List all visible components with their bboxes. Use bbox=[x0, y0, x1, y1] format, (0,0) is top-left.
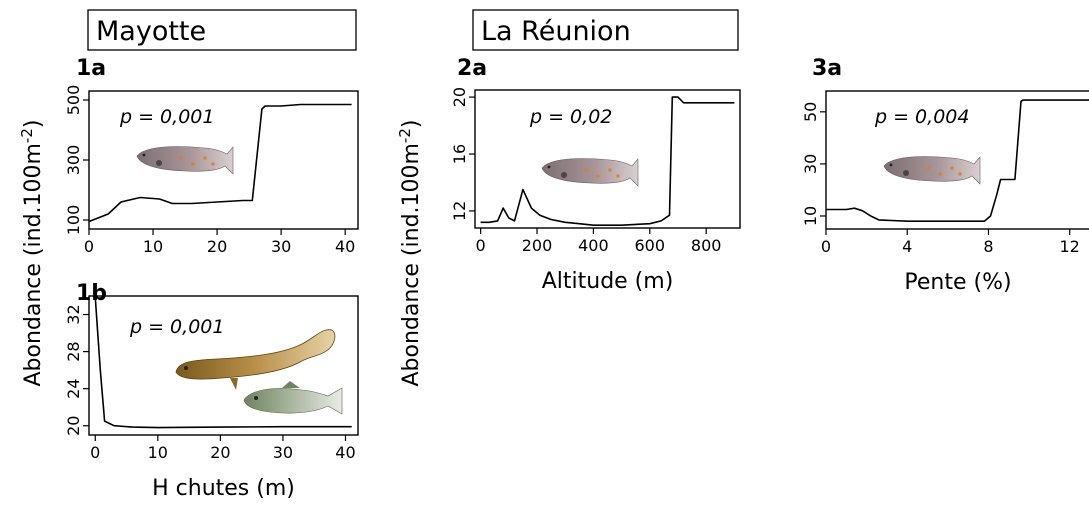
plot-frame bbox=[825, 90, 1089, 230]
region-reunion-box: La Réunion bbox=[472, 9, 739, 51]
panel-label: 3a bbox=[812, 56, 842, 81]
y-tick-label: 500 bbox=[64, 85, 83, 116]
panel-label: 2a bbox=[457, 56, 487, 81]
region-mayotte-label: Mayotte bbox=[96, 16, 206, 47]
series-line bbox=[88, 103, 352, 223]
x-tick-label: 10 bbox=[148, 443, 168, 462]
x-axis-label: H chutes (m) bbox=[152, 476, 295, 501]
x-tick-label: 400 bbox=[578, 236, 609, 255]
panel-1a: 1a 0 10 20 30 40 100 300 500 p = 0,001 bbox=[64, 56, 359, 256]
y-tick-label: 32 bbox=[64, 304, 83, 324]
sicydium-fish-icon bbox=[541, 158, 639, 187]
x-tick-label: 0 bbox=[476, 236, 486, 255]
eel-goby-fish-icon bbox=[175, 329, 343, 415]
y-tick-label: 10 bbox=[801, 206, 820, 226]
region-mayotte-box: Mayotte bbox=[87, 9, 357, 51]
y-tick-label: 50 bbox=[801, 102, 820, 122]
sicydium-fish-icon bbox=[136, 146, 234, 175]
panel-label: 1a bbox=[76, 56, 106, 81]
y-tick-label: 20 bbox=[450, 87, 469, 107]
x-tick-label: 40 bbox=[335, 237, 355, 256]
y-tick-label: 20 bbox=[64, 416, 83, 436]
y-tick-label: 300 bbox=[64, 145, 83, 176]
x-tick-label: 4 bbox=[902, 237, 912, 256]
y-axis-label-right: Abondance (ind.100m-2) bbox=[396, 119, 424, 386]
x-axis-label: Pente (%) bbox=[904, 270, 1011, 295]
series-line bbox=[826, 99, 1089, 222]
x-tick-label: 20 bbox=[207, 237, 227, 256]
y-tick-label: 100 bbox=[64, 205, 83, 236]
region-reunion-label: La Réunion bbox=[481, 16, 631, 47]
x-tick-label: 12 bbox=[1060, 237, 1080, 256]
x-axis-label: Altitude (m) bbox=[542, 269, 674, 294]
y-axis-label-left: Abondance (ind.100m-2) bbox=[18, 119, 46, 386]
x-tick-label: 30 bbox=[273, 443, 293, 462]
x-tick-label: 40 bbox=[335, 443, 355, 462]
x-tick-label: 8 bbox=[983, 237, 993, 256]
plot-frame bbox=[88, 295, 359, 436]
x-tick-label: 10 bbox=[143, 237, 163, 256]
p-value-annotation: p = 0,004 bbox=[874, 106, 969, 128]
x-tick-label: 20 bbox=[210, 443, 230, 462]
y-tick-label: 30 bbox=[801, 154, 820, 174]
x-tick-label: 600 bbox=[635, 236, 666, 255]
y-tick-label: 24 bbox=[64, 378, 83, 398]
x-tick-label: 800 bbox=[691, 236, 722, 255]
series-line bbox=[94, 297, 352, 429]
panel-3a: 3a 0 4 8 12 10 30 50 Pente (%) p = 0,004 bbox=[801, 56, 1089, 295]
goby-fish-icon bbox=[243, 381, 343, 415]
x-tick-label: 0 bbox=[821, 237, 831, 256]
p-value-annotation: p = 0,02 bbox=[529, 106, 612, 128]
x-tick-label: 0 bbox=[90, 443, 100, 462]
series-line bbox=[480, 96, 735, 226]
sicydium-fish-icon bbox=[883, 156, 981, 185]
x-tick-label: 30 bbox=[271, 237, 291, 256]
x-tick-label: 0 bbox=[84, 237, 94, 256]
panel-1b: 1b 0 10 20 30 40 20 24 28 32 H chutes (m) p = 0,001 bbox=[64, 281, 359, 501]
plot-frame bbox=[474, 89, 741, 229]
panel-label: 1b bbox=[76, 281, 107, 306]
y-tick-label: 16 bbox=[450, 144, 469, 164]
y-tick-label: 12 bbox=[450, 201, 469, 221]
x-tick-label: 200 bbox=[522, 236, 553, 255]
p-value-annotation: p = 0,001 bbox=[129, 316, 224, 338]
panel-2a: 2a 0 200 400 600 800 12 16 20 Altitude (m) p = 0,0… bbox=[450, 56, 741, 294]
p-value-annotation: p = 0,001 bbox=[119, 106, 214, 128]
y-tick-label: 28 bbox=[64, 341, 83, 361]
